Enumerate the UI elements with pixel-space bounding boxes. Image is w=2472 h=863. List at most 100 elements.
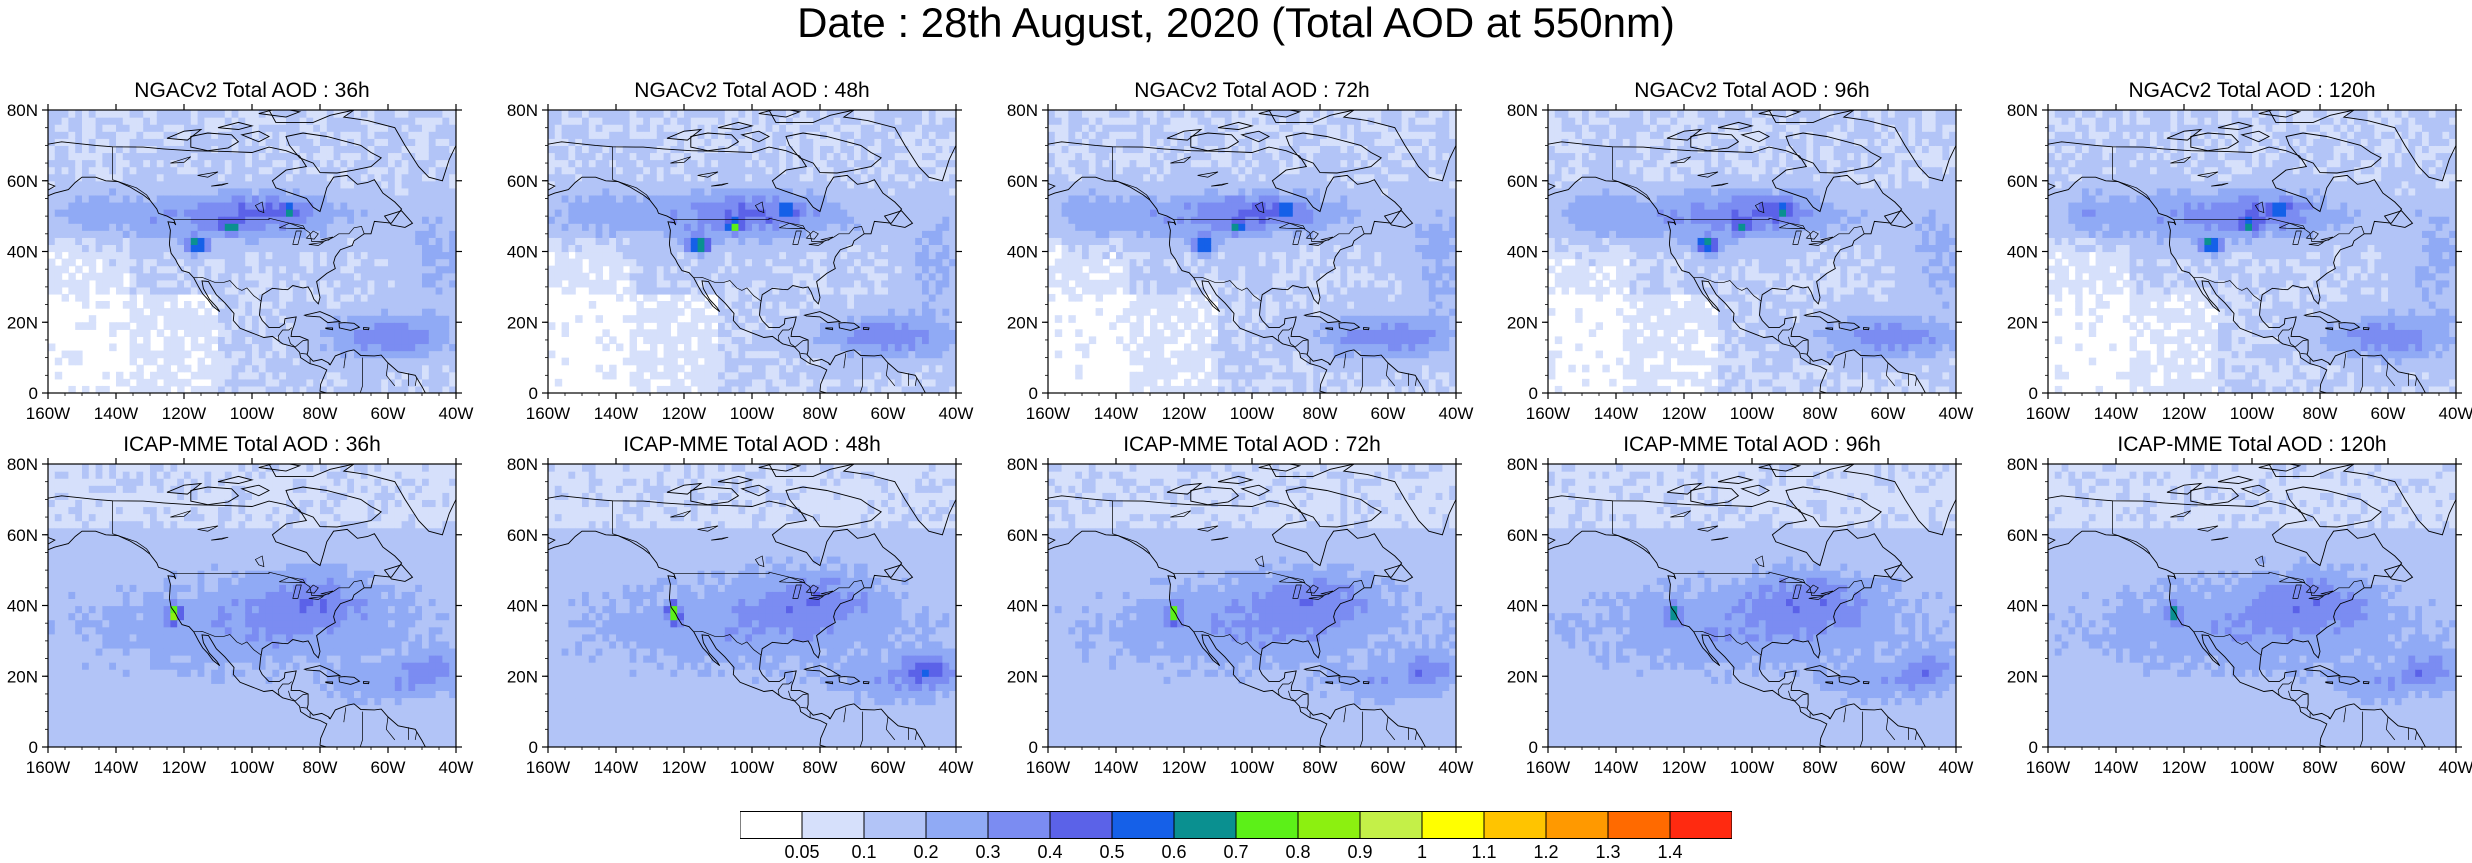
y-tick-label: 40N <box>507 597 538 616</box>
y-tick-label: 0 <box>529 738 538 757</box>
x-tick-label: 60W <box>2371 404 2406 423</box>
colorbar-swatch <box>864 812 926 839</box>
colorbar-tick-label: 1.1 <box>1471 842 1496 863</box>
y-tick-label: 40N <box>1507 243 1538 262</box>
x-tick-label: 40W <box>1939 758 1974 777</box>
colorbar-swatch <box>1670 812 1732 839</box>
y-tick-label: 80N <box>1507 455 1538 474</box>
colorbar-tick-label: 0.3 <box>975 842 1000 863</box>
y-tick-label: 60N <box>7 172 38 191</box>
y-tick-label: 0 <box>1029 384 1038 403</box>
y-tick-label: 20N <box>1507 313 1538 332</box>
y-tick-label: 40N <box>1007 243 1038 262</box>
colorbar-tick-label: 1.3 <box>1595 842 1620 863</box>
y-tick-label: 40N <box>1507 597 1538 616</box>
y-tick-label: 60N <box>2007 172 2038 191</box>
y-tick-label: 80N <box>507 101 538 120</box>
x-tick-label: 140W <box>2094 404 2138 423</box>
x-tick-label: 140W <box>594 404 638 423</box>
y-tick-label: 40N <box>507 243 538 262</box>
panel-title: ICAP-MME Total AOD : 48h <box>623 433 881 456</box>
x-tick-label: 120W <box>2162 758 2206 777</box>
x-tick-label: 160W <box>1026 758 1070 777</box>
colorbar-swatches <box>740 811 1732 839</box>
colorbar-swatch <box>1050 812 1112 839</box>
y-tick-label: 80N <box>1007 101 1038 120</box>
x-tick-label: 140W <box>1094 404 1138 423</box>
x-tick-label: 120W <box>1162 404 1206 423</box>
x-tick-label: 140W <box>1594 758 1638 777</box>
x-tick-label: 120W <box>662 404 706 423</box>
colorbar-swatch <box>1174 812 1236 839</box>
colorbar-swatch <box>926 812 988 839</box>
x-tick-label: 100W <box>1730 758 1774 777</box>
x-tick-label: 120W <box>162 758 206 777</box>
x-tick-label: 120W <box>162 404 206 423</box>
x-tick-label: 40W <box>1439 404 1474 423</box>
y-tick-label: 0 <box>2029 384 2038 403</box>
x-tick-label: 140W <box>594 758 638 777</box>
x-tick-label: 100W <box>230 404 274 423</box>
panel-title: ICAP-MME Total AOD : 96h <box>1623 433 1881 456</box>
x-tick-label: 140W <box>1594 404 1638 423</box>
colorbar-tick-label: 0.05 <box>784 842 819 863</box>
x-tick-label: 60W <box>371 404 406 423</box>
y-tick-label: 20N <box>1007 667 1038 686</box>
x-tick-label: 100W <box>730 404 774 423</box>
y-tick-label: 60N <box>507 526 538 545</box>
colorbar-tick-label: 0.5 <box>1099 842 1124 863</box>
y-tick-label: 0 <box>2029 738 2038 757</box>
y-tick-label: 20N <box>2007 313 2038 332</box>
x-tick-label: 40W <box>939 404 974 423</box>
y-tick-label: 20N <box>2007 667 2038 686</box>
x-tick-label: 160W <box>1526 404 1570 423</box>
x-tick-label: 120W <box>662 758 706 777</box>
colorbar-tick-label: 0.8 <box>1285 842 1310 863</box>
x-tick-label: 60W <box>1871 758 1906 777</box>
x-tick-label: 100W <box>2230 758 2274 777</box>
colorbar-swatch <box>1112 812 1174 839</box>
y-tick-label: 20N <box>1007 313 1038 332</box>
y-tick-label: 60N <box>1507 526 1538 545</box>
x-tick-label: 160W <box>26 404 70 423</box>
x-tick-label: 80W <box>2303 758 2338 777</box>
y-tick-label: 60N <box>1007 526 1038 545</box>
x-tick-label: 40W <box>2439 404 2472 423</box>
colorbar-swatch <box>1608 812 1670 839</box>
x-tick-label: 140W <box>2094 758 2138 777</box>
x-tick-label: 80W <box>803 404 838 423</box>
colorbar-tick-label: 0.2 <box>913 842 938 863</box>
colorbar-tick-label: 1.4 <box>1657 842 1682 863</box>
panel-title: NGACv2 Total AOD : 48h <box>634 79 869 102</box>
y-tick-label: 40N <box>7 597 38 616</box>
x-tick-label: 100W <box>730 758 774 777</box>
y-tick-label: 80N <box>1007 455 1038 474</box>
x-tick-label: 80W <box>1303 404 1338 423</box>
y-tick-label: 60N <box>1507 172 1538 191</box>
y-tick-label: 0 <box>1529 384 1538 403</box>
x-tick-label: 160W <box>526 758 570 777</box>
colorbar-swatch <box>1484 812 1546 839</box>
x-tick-label: 160W <box>2026 758 2070 777</box>
x-tick-label: 100W <box>1230 404 1274 423</box>
x-tick-label: 60W <box>871 758 906 777</box>
x-tick-label: 100W <box>2230 404 2274 423</box>
x-tick-label: 40W <box>1439 758 1474 777</box>
y-tick-label: 20N <box>507 313 538 332</box>
panel-title: ICAP-MME Total AOD : 36h <box>123 433 381 456</box>
y-tick-label: 60N <box>1007 172 1038 191</box>
x-tick-label: 40W <box>1939 404 1974 423</box>
x-tick-label: 80W <box>2303 404 2338 423</box>
colorbar-tick-label: 0.7 <box>1223 842 1248 863</box>
colorbar-tick-label: 1.2 <box>1533 842 1558 863</box>
colorbar-swatch <box>1236 812 1298 839</box>
x-tick-label: 60W <box>1871 404 1906 423</box>
x-tick-label: 80W <box>303 758 338 777</box>
x-tick-label: 40W <box>939 758 974 777</box>
y-tick-label: 80N <box>7 101 38 120</box>
y-tick-label: 80N <box>7 455 38 474</box>
